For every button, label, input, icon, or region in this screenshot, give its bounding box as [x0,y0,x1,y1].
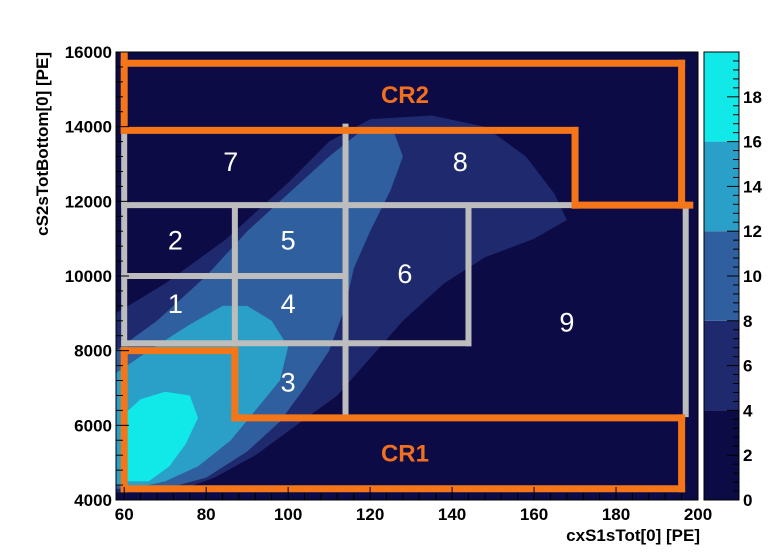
region-label-8: 8 [453,147,468,177]
y-axis: 4000 6000 8000 10000 12000 14000 16000 [65,43,129,510]
colorbar-tick-label: 0 [743,491,752,510]
region-label-4: 4 [281,289,296,319]
region-labels: 1 2 3 4 5 6 7 8 9 [168,147,574,397]
colorbar: 0 2 4 6 8 10 12 14 16 18 [703,51,762,510]
colorbar-tick-label: 8 [743,312,752,331]
control-region-label-cr1: CR1 [381,441,429,468]
region-label-1: 1 [168,289,183,319]
colorbar-tick-label: 2 [743,446,752,465]
colorbar-tick-label: 16 [743,133,762,152]
control-region-labels: CR1 CR2 [381,82,429,467]
region-label-5: 5 [281,226,296,256]
colorbar-tick-label: 6 [743,357,752,376]
x-tick-label: 120 [356,505,384,524]
x-axis-title: cxS1sTot[0] [PE] [566,526,700,545]
x-tick-label: 100 [274,505,302,524]
y-tick-label: 12000 [65,192,112,211]
y-tick-label: 4000 [74,491,112,510]
y-tick-label: 16000 [65,43,112,62]
colorbar-tick-label: 4 [743,401,753,420]
region-label-3: 3 [281,367,296,397]
y-axis-title: cS2sTotBottom[0] [PE] [33,52,52,236]
control-region-boundaries [120,52,694,493]
y-tick-label: 14000 [65,118,112,137]
region-label-2: 2 [168,226,183,256]
y-tick-label: 10000 [65,267,112,286]
region-label-7: 7 [223,147,238,177]
region-label-9: 9 [559,308,574,338]
contour-band-4 [124,391,198,482]
x-tick-label: 160 [520,505,548,524]
x-tick-label: 180 [602,505,630,524]
colorbar-tick-label: 12 [743,222,762,241]
colorbar-tick-label: 14 [743,177,762,196]
y-tick-label: 6000 [74,416,112,435]
colorbar-tick-label: 18 [743,88,762,107]
x-tick-label: 60 [115,505,134,524]
control-region-label-cr2: CR2 [381,82,429,109]
region-label-6: 6 [397,259,412,289]
x-axis: 60 80 100 120 140 160 180 200 [115,487,712,524]
x-tick-label: 140 [438,505,466,524]
y-tick-label: 8000 [74,342,112,361]
x-tick-label: 200 [684,505,712,524]
colorbar-tick-label: 10 [743,267,762,286]
x-tick-label: 80 [197,505,216,524]
